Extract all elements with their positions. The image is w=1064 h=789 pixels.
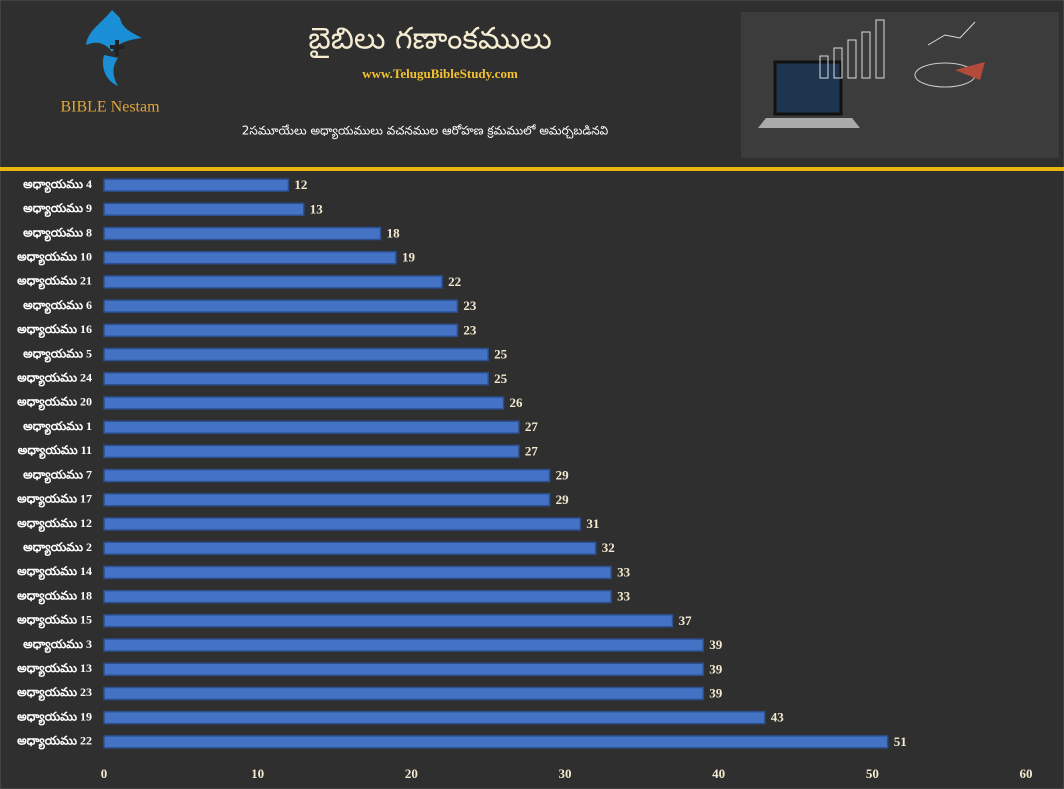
bar [103,299,459,313]
data-label: 27 [525,443,539,458]
x-tick-label: 0 [101,766,108,781]
y-tick-label: అధ్యాయము 3 [23,637,92,653]
data-label: 31 [586,516,599,531]
data-label: 22 [448,274,461,289]
divider [0,167,1064,171]
bar [103,226,382,241]
y-tick-label: అధ్యాయము 12 [17,516,92,532]
data-label: 43 [771,710,785,725]
bar [103,638,705,652]
y-tick-label: అధ్యాయము 19 [17,709,92,725]
bar [103,493,551,507]
data-label: 33 [617,589,631,604]
bar [103,396,505,410]
bar [103,420,520,434]
data-label: 18 [387,226,401,241]
bar [103,323,459,338]
bar [103,178,290,192]
y-tick-label: అధ్యాయము 10 [17,249,92,265]
data-label: 25 [494,347,508,362]
x-tick-label: 10 [251,766,264,781]
y-tick-label: అధ్యాయము 6 [23,298,92,314]
bar [103,444,520,459]
bar [103,662,705,677]
y-tick-label: అధ్యాయము 15 [17,613,92,629]
data-label: 27 [525,419,539,434]
data-label: 25 [494,371,508,386]
data-label: 29 [556,468,570,483]
data-label: 23 [463,298,477,313]
y-tick-label: అధ్యాయము 9 [23,201,92,217]
page-title: బైబిలు గణాంకములు [308,22,552,59]
y-tick-label: అధ్యాయము 7 [23,467,92,483]
bar [103,589,612,604]
data-label: 19 [402,250,416,265]
bar [103,541,597,555]
y-tick-label: అధ్యాయము 16 [17,322,92,338]
data-label: 33 [617,564,631,579]
bar [103,735,889,749]
x-tick-label: 40 [712,766,725,781]
x-tick-label: 60 [1020,766,1033,781]
y-tick-label: అధ్యాయము 22 [17,734,92,750]
data-label: 23 [463,322,477,337]
y-tick-label: అధ్యాయము 1 [23,419,92,435]
data-label: 51 [894,734,907,749]
data-label: 39 [709,685,723,700]
bar [103,565,612,580]
bar [103,372,489,386]
y-tick-label: అధ్యాయము 4 [23,177,92,193]
subtitle: 2సమూయేలు అధ్యాయములు వచనముల ఆరోహణ క్రమముల… [242,124,609,140]
data-label: 12 [294,177,307,192]
data-label: 29 [556,492,570,507]
y-tick-label: అధ్యాయము 2 [23,540,92,556]
y-tick-label: అధ్యాయము 24 [17,371,92,387]
bar [103,686,705,701]
logo-text: BIBLE Nestam [60,99,160,116]
y-tick-label: అధ్యాయము 20 [17,395,92,411]
y-tick-label: అధ్యాయము 23 [17,685,92,701]
y-tick-label: అధ్యాయము 21 [17,274,92,290]
website: www.TeluguBibleStudy.com [362,66,518,81]
data-label: 26 [510,395,524,410]
y-tick-label: అధ్యాయము 8 [23,225,92,241]
data-label: 37 [679,613,693,628]
bar [103,614,674,628]
x-tick-label: 20 [405,766,418,781]
y-tick-label: అధ్యాయము 11 [18,443,92,459]
data-label: 13 [310,201,324,216]
header-image [741,12,1059,158]
data-label: 39 [709,637,723,652]
x-tick-label: 30 [559,766,572,781]
data-label: 32 [602,540,615,555]
logo: BIBLE Nestam [60,10,160,116]
bar [103,275,443,289]
bar [103,517,582,531]
y-tick-label: అధ్యాయము 17 [17,492,92,508]
y-tick-label: అధ్యాయము 13 [17,661,92,677]
y-tick-label: అధ్యాయము 18 [17,588,92,604]
x-tick-label: 50 [866,766,879,781]
bar [103,710,766,725]
data-label: 39 [709,661,723,676]
bar [103,202,305,217]
y-tick-label: అధ్యాయము 14 [17,564,92,580]
bar [103,347,489,362]
bar [103,468,551,483]
y-tick-label: అధ్యాయము 5 [23,346,92,362]
bar [103,250,397,265]
